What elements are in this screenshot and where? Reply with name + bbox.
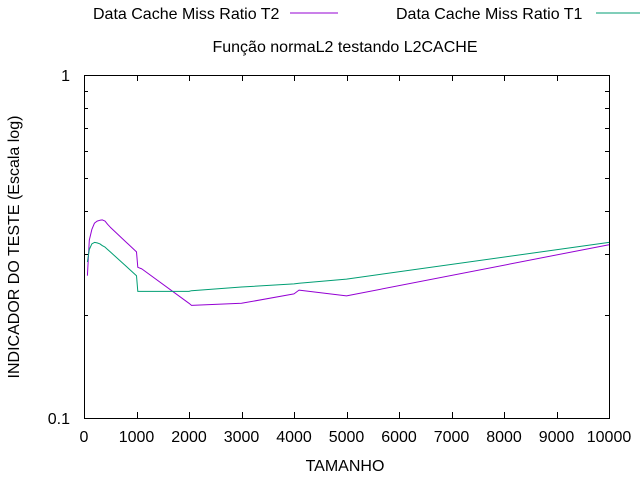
x-tick-label: 9000 [539,429,575,446]
x-tick-label: 3000 [224,429,260,446]
x-tick-label: 5000 [329,429,365,446]
y-tick-label: 0.1 [48,411,70,428]
legend-label-t2: Data Cache Miss Ratio T2 [93,6,280,23]
x-tick-label: 10000 [587,429,632,446]
series-line-t1 [86,241,610,292]
legend-label-t1: Data Cache Miss Ratio T1 [396,6,583,23]
y-tick-label: 1 [61,68,70,85]
y-axis: 0.11 [48,68,609,428]
x-axis-label: TAMANHO [306,458,385,475]
x-tick-label: 8000 [486,429,522,446]
x-tick-label: 1000 [119,429,155,446]
x-tick-label: 4000 [276,429,312,446]
x-axis: 0 1000 2000 3000 4000 5000 6000 7000 8000 9000 100… [80,75,632,446]
y-axis-label: INDICADOR DO TESTE (Escala log) [6,116,23,379]
x-tick-label: 0 [80,429,89,446]
chart-title: Função normaL2 testando L2CACHE [212,39,477,56]
x-tick-label: 2000 [171,429,207,446]
x-tick-label: 7000 [434,429,470,446]
series-group [86,219,610,306]
legend: Data Cache Miss Ratio T2 Data Cache Miss… [93,6,640,23]
x-tick-label: 6000 [381,429,417,446]
series-line-t2 [86,219,610,306]
